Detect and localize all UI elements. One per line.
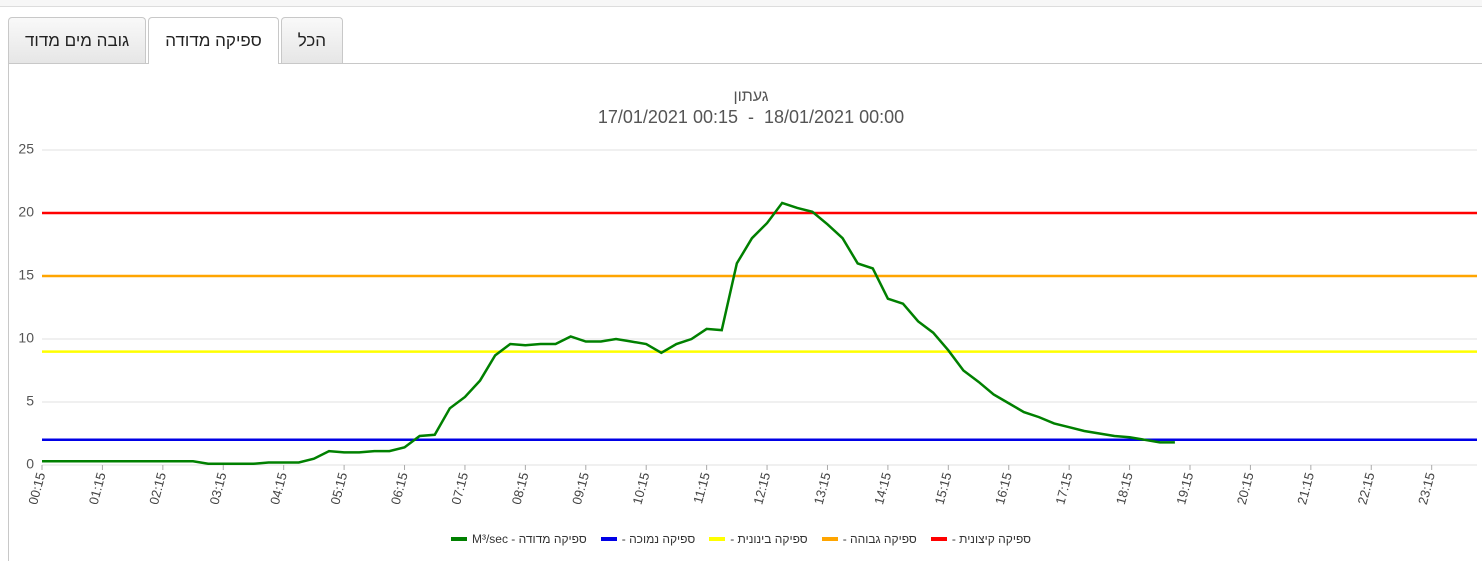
x-tick-label: 20:15	[1234, 471, 1257, 506]
x-tick-label: 14:15	[871, 471, 894, 506]
x-tick-label: 09:15	[569, 471, 592, 506]
x-tick-label: 12:15	[750, 471, 773, 506]
x-tick-label: 19:15	[1173, 471, 1196, 506]
x-tick-label: 21:15	[1294, 471, 1317, 506]
legend-label: ספיקה נמוכה -	[621, 532, 696, 546]
legend-item[interactable]: ספיקה מדודה - M³/sec	[450, 532, 587, 546]
legend-swatch	[709, 537, 726, 541]
x-tick-label: 23:15	[1415, 471, 1438, 506]
top-bar	[0, 0, 1482, 7]
tab-active[interactable]: ספיקה מדודה	[148, 17, 279, 64]
x-tick-label: 16:15	[992, 471, 1015, 506]
legend-label: ספיקה מדודה - M³/sec	[471, 532, 587, 546]
x-tick-label: 13:15	[811, 471, 834, 506]
x-tick-label: 15:15	[932, 471, 955, 506]
y-tick-label: 15	[18, 267, 34, 283]
chart-title: געתון	[733, 88, 768, 105]
legend-item[interactable]: ספיקה נמוכה -	[600, 532, 696, 546]
x-tick-label: 18:15	[1113, 471, 1136, 506]
y-tick-label: 10	[18, 330, 34, 346]
tab[interactable]: הכל	[280, 17, 344, 63]
legend-swatch	[600, 537, 617, 541]
legend-label: ספיקה בינונית -	[730, 532, 808, 546]
legend-swatch	[821, 537, 838, 541]
legend-swatch	[930, 537, 947, 541]
legend-swatch	[450, 537, 467, 541]
y-tick-label: 20	[18, 204, 34, 220]
y-tick-label: 5	[26, 393, 34, 409]
legend-label: ספיקה גבוהה -	[842, 532, 917, 546]
x-tick-label: 17:15	[1052, 471, 1075, 506]
chart-subtitle: 17/01/2021 00:15 - 18/01/2021 00:00	[598, 107, 904, 127]
x-tick-label: 00:15	[25, 471, 48, 506]
x-tick-label: 07:15	[448, 471, 471, 506]
x-tick-label: 02:15	[146, 471, 169, 506]
legend: ספיקה מדודה - M³/sec ספיקה נמוכה - ספיקה ב…	[0, 532, 1482, 546]
x-tick-label: 03:15	[207, 471, 230, 506]
x-tick-label: 11:15	[690, 471, 713, 505]
y-tick-label: 25	[18, 141, 34, 157]
legend-item[interactable]: ספיקה בינונית -	[709, 532, 808, 546]
tab-bar: גובה מים מדוד ספיקה מדודה הכל	[8, 17, 344, 64]
tab[interactable]: גובה מים מדוד	[8, 17, 147, 63]
x-tick-label: 01:15	[86, 471, 109, 506]
tab-panel	[8, 63, 1482, 561]
x-tick-label: 05:15	[327, 471, 350, 506]
x-tick-label: 08:15	[509, 471, 532, 506]
series-line	[42, 201, 1175, 465]
legend-label: ספיקה קיצונית -	[951, 532, 1032, 546]
y-tick-label: 0	[26, 456, 34, 472]
legend-item[interactable]: ספיקה קיצונית -	[930, 532, 1032, 546]
x-tick-label: 10:15	[630, 471, 653, 506]
x-tick-label: 22:15	[1355, 471, 1378, 506]
legend-item[interactable]: ספיקה גבוהה -	[821, 532, 917, 546]
x-tick-label: 04:15	[267, 471, 290, 506]
x-tick-label: 06:15	[388, 471, 411, 506]
